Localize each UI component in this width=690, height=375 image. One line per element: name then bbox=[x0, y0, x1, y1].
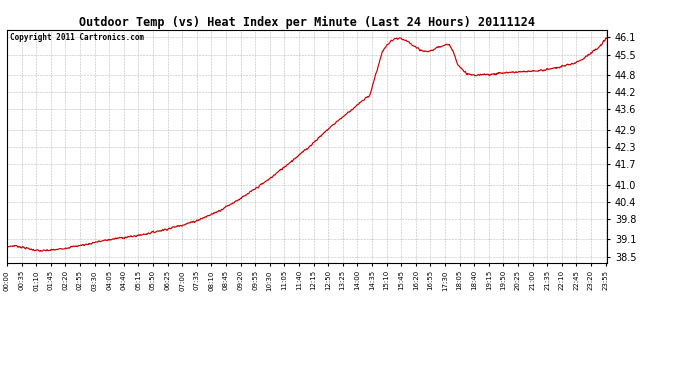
Text: Copyright 2011 Cartronics.com: Copyright 2011 Cartronics.com bbox=[10, 33, 144, 42]
Title: Outdoor Temp (vs) Heat Index per Minute (Last 24 Hours) 20111124: Outdoor Temp (vs) Heat Index per Minute … bbox=[79, 16, 535, 29]
